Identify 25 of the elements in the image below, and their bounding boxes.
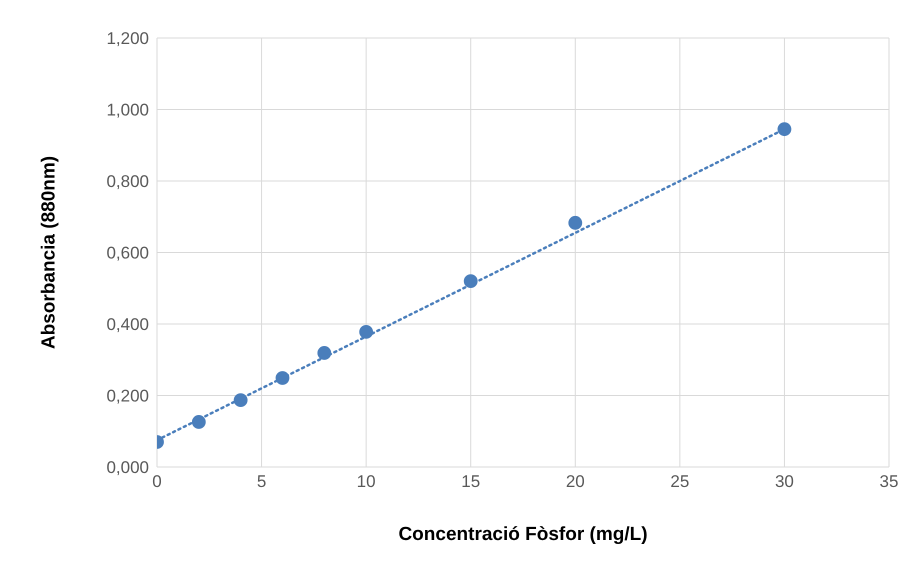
point bbox=[464, 274, 478, 288]
x-tick-label: 30 bbox=[774, 472, 794, 492]
y-tick-label: 1,200 bbox=[106, 29, 149, 48]
point bbox=[778, 122, 792, 136]
point bbox=[234, 393, 248, 408]
y-tick-label: 0,000 bbox=[106, 458, 149, 478]
y-tick-label: 0,400 bbox=[106, 315, 149, 334]
x-tick-label: 35 bbox=[880, 472, 898, 492]
x-tick-label: 5 bbox=[256, 472, 266, 492]
point bbox=[276, 371, 290, 385]
y-tick-label: 1,000 bbox=[106, 100, 149, 120]
point bbox=[192, 415, 206, 429]
point bbox=[359, 324, 374, 339]
x-axis-title: Concentració Fòsfor (mg/L) bbox=[398, 524, 648, 545]
x-tick-label: 10 bbox=[356, 472, 376, 492]
x-tick-label: 20 bbox=[566, 472, 585, 492]
y-tick-label: 0,200 bbox=[106, 386, 149, 406]
x-tick-label: 15 bbox=[461, 472, 480, 492]
x-tick-label: 0 bbox=[152, 472, 162, 492]
point bbox=[568, 216, 582, 230]
y-tick-label: 0,800 bbox=[106, 172, 149, 192]
y-tick-label: 0,600 bbox=[106, 244, 149, 263]
y-axis-title: Absorbancia (880nm) bbox=[38, 156, 60, 350]
x-tick-label: 25 bbox=[670, 472, 690, 492]
point bbox=[317, 346, 332, 360]
